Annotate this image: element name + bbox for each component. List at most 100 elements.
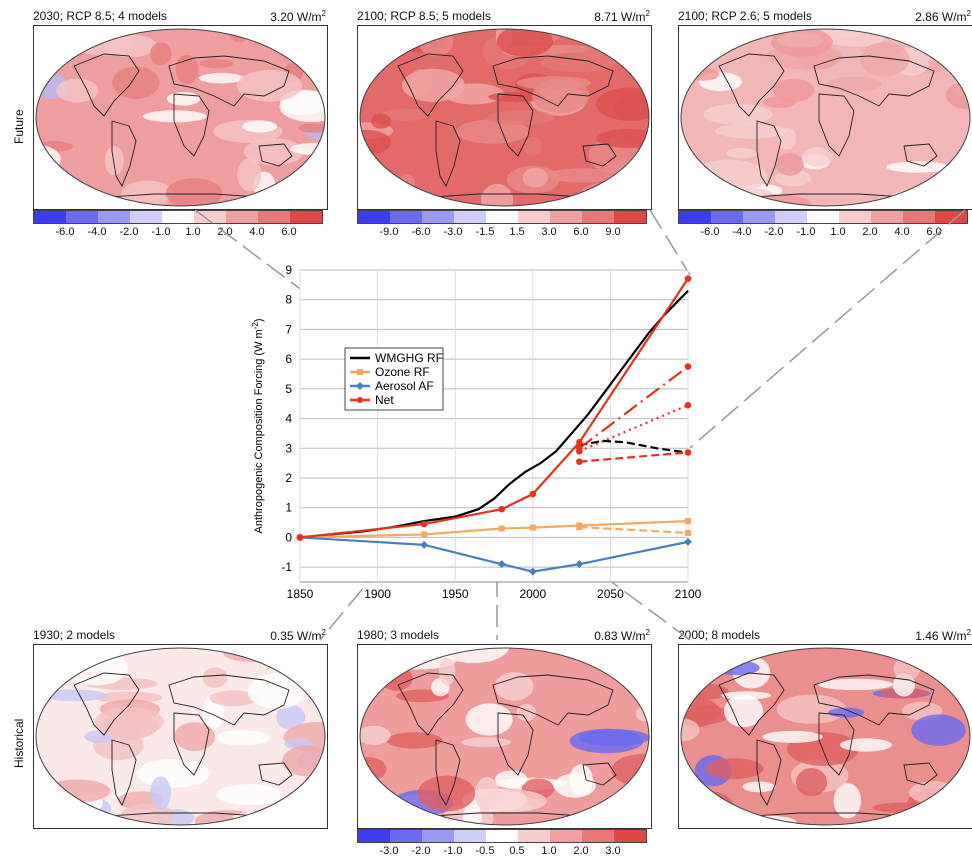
colorbar-tick-label: -1.0 [443,845,463,857]
data-point [420,520,428,528]
colorbar-swatch [614,211,646,223]
panel-forcing-value: 2.86 W/m2 [915,9,971,24]
data-point [576,458,583,465]
colorbar-tick-label: 1.0 [541,845,557,857]
panel-title: 2100; RCP 2.6; 5 models [678,9,812,23]
y-tick-label: 7 [285,322,292,336]
colorbar-swatch [550,830,582,842]
colorbar-swatch [582,830,614,842]
data-point [528,567,537,576]
series-line [579,439,689,454]
y-tick-label: 9 [285,263,292,277]
x-tick-label: 1850 [287,587,314,601]
data-point [685,518,691,525]
colorbar-swatch [358,830,390,842]
y-tick-label: -1 [281,560,292,574]
y-axis-label: Anthropogenic Composition Forcing (W m-2… [251,319,265,534]
colorbar-swatch [454,830,486,842]
y-tick-label: 3 [285,441,292,455]
legend-marker [356,382,364,390]
colorbar-tick-label: -2.0 [119,226,139,238]
colorbar-swatch [422,830,454,842]
legend-label: Aerosol AF [375,379,434,393]
series-line [579,451,689,463]
y-tick-label: 2 [285,471,292,485]
colorbar-swatch [98,211,130,223]
colorbar-swatch [34,211,66,223]
panel-title: 2000; 8 models [678,628,761,642]
x-tick-label: 2000 [519,587,546,601]
world-map [357,25,652,210]
series-line [299,519,689,539]
data-point [576,447,583,455]
colorbar-swatch [66,211,98,223]
series-line [578,404,689,453]
colorbar-tick-label: 2.0 [573,845,589,857]
y-tick-label: 8 [285,293,292,307]
data-point [684,449,692,456]
series-line [579,525,689,535]
y-tick-label: 4 [285,412,292,426]
data-point [296,534,304,541]
x-tick-label: 1900 [364,587,391,601]
colorbar-swatch [518,830,550,842]
data-point [684,401,692,409]
panel-forcing-value: 8.71 W/m2 [594,9,650,24]
colorbar-tick-label: 9.0 [605,226,621,238]
data-point [684,363,692,370]
colorbar-tick-label: 0.5 [509,845,525,857]
series-line [578,365,689,450]
colorbar-tick-label: -3.0 [379,845,399,857]
world-map [678,25,972,210]
chart-series [296,275,692,576]
series-line [299,536,689,573]
colorbar-swatch [162,211,194,223]
data-point [576,439,583,446]
data-point [497,560,506,569]
legend-label: WMGHG RF [375,351,443,365]
data-point [685,529,691,536]
data-point [684,275,692,282]
world-map [678,644,972,829]
colorbar-swatch [614,830,646,842]
panel-title: 2030; RCP 8.5; 4 models [33,9,167,23]
data-point [529,490,537,498]
data-point [498,505,506,513]
x-tick-label: 2050 [597,587,624,601]
legend-label: Net [375,393,394,407]
panel-title: 2100; RCP 8.5; 5 models [357,9,491,23]
panel-forcing-value: 3.20 W/m2 [270,9,326,24]
colorbar-tick-label: -2.0 [411,845,431,857]
chart-axes: -1 0 1 2 3 4 5 6 7 8 9 1850 1900 1950 2000 2050 2100 Anth… [251,263,702,601]
data-point [576,524,583,531]
x-tick-label: 1950 [442,587,469,601]
y-tick-label: 6 [285,352,292,366]
legend-marker [357,369,363,375]
colorbar-tick-label: -6.0 [55,226,75,238]
y-tick-label: 1 [285,501,292,515]
data-point [421,531,428,538]
colorbar-tick-label: -1.0 [151,226,171,238]
series-line [299,278,689,539]
world-map [33,644,328,829]
colorbar-tick-label: 3.0 [605,845,621,857]
legend-label: Ozone RF [375,365,430,379]
world-map [357,644,652,829]
data-point [529,524,536,531]
panel-title: 1930; 2 models [33,628,116,642]
colorbar-swatch [486,830,518,842]
data-point [684,537,692,546]
panel-forcing-value: 1.46 W/m2 [915,628,971,643]
x-tick-label: 2100 [675,587,702,601]
colorbar-swatch [390,830,422,842]
legend-marker [357,397,363,403]
y-tick-label: 5 [285,382,292,396]
colorbar-tick-label: -0.5 [475,845,495,857]
data-point [420,540,429,549]
colorbar-swatch [130,211,162,223]
data-point [498,525,505,532]
world-map [33,25,328,210]
data-point [575,560,584,569]
